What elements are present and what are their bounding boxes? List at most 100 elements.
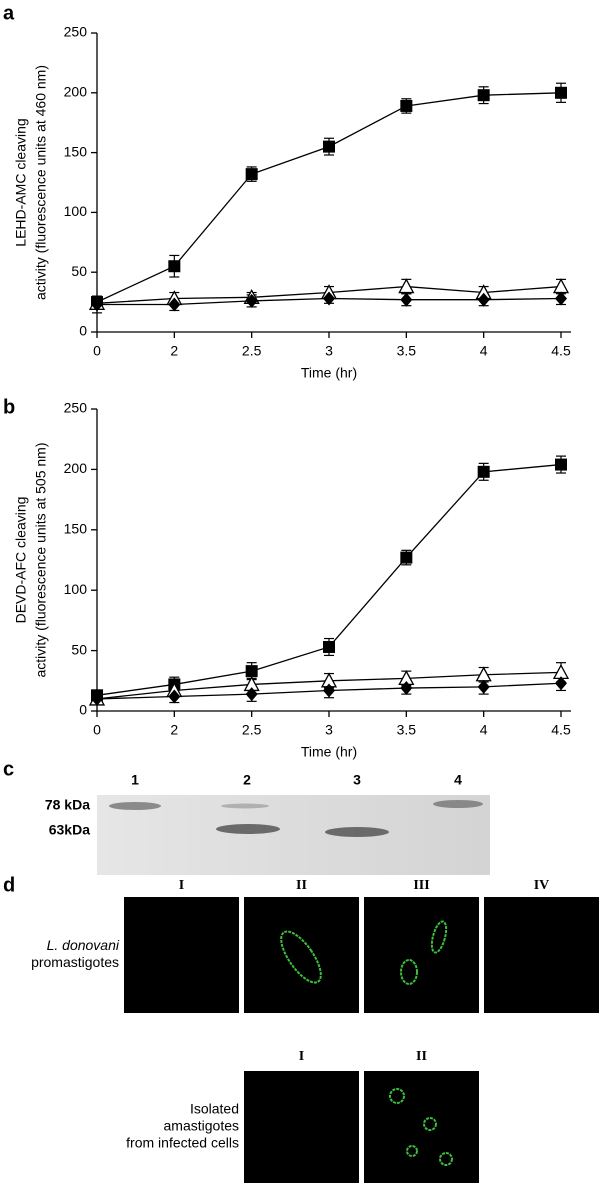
x-tick-label: 4.5 bbox=[551, 343, 571, 359]
y-tick-label: 100 bbox=[64, 203, 88, 219]
y-tick-label: 150 bbox=[64, 143, 88, 159]
x-tick-label: 3 bbox=[325, 722, 333, 738]
x-axis-label: Time (hr) bbox=[301, 365, 357, 381]
row-label: promastigotes bbox=[31, 954, 119, 970]
x-axis-label: Time (hr) bbox=[301, 744, 357, 760]
y-tick-label: 250 bbox=[64, 24, 88, 40]
y-tick-label: 200 bbox=[64, 84, 88, 100]
gel-band bbox=[221, 803, 269, 809]
y-tick-label: 100 bbox=[64, 581, 88, 597]
row-label: Isolated bbox=[190, 1101, 239, 1117]
row-label: amastigotes bbox=[164, 1118, 239, 1134]
size-marker: 63kDa bbox=[49, 822, 90, 838]
x-tick-label: 4.5 bbox=[551, 722, 571, 738]
panel-label: a bbox=[3, 2, 15, 24]
marker bbox=[477, 89, 490, 102]
marker bbox=[477, 292, 490, 307]
column-label: II bbox=[296, 878, 307, 893]
marker bbox=[555, 86, 567, 99]
column-label: I bbox=[179, 878, 184, 893]
marker bbox=[245, 168, 258, 181]
series-line bbox=[96, 92, 562, 303]
marker bbox=[400, 99, 413, 112]
marker bbox=[168, 260, 181, 273]
lane-label: 1 bbox=[131, 772, 139, 788]
x-tick-label: 0 bbox=[93, 722, 101, 738]
marker bbox=[323, 683, 335, 698]
marker bbox=[323, 140, 335, 153]
marker bbox=[91, 691, 103, 706]
panel-label: d bbox=[3, 874, 15, 896]
marker bbox=[555, 291, 567, 306]
gel-band bbox=[109, 802, 161, 810]
x-tick-label: 0 bbox=[93, 343, 101, 359]
x-tick-label: 4 bbox=[480, 343, 488, 359]
marker bbox=[323, 640, 335, 653]
column-label: I bbox=[299, 1049, 304, 1064]
y-tick-label: 250 bbox=[64, 400, 88, 416]
micrograph bbox=[244, 1071, 359, 1183]
cell-outline bbox=[406, 1145, 418, 1157]
series-line bbox=[96, 463, 562, 696]
lane-label: 3 bbox=[353, 772, 361, 788]
cell-outline bbox=[423, 1117, 437, 1131]
cell-outline bbox=[280, 930, 322, 984]
x-tick-label: 3.5 bbox=[397, 343, 417, 359]
marker bbox=[552, 278, 570, 294]
marker bbox=[477, 465, 490, 478]
y-axis-label: DEVD-AFC cleaving bbox=[13, 497, 29, 624]
cell-outline bbox=[439, 1152, 453, 1166]
gel-band bbox=[325, 827, 389, 837]
x-tick-label: 2 bbox=[170, 722, 178, 738]
micrograph bbox=[364, 1071, 479, 1183]
lane-label: 2 bbox=[243, 772, 251, 788]
row-label: L. donovani bbox=[47, 937, 120, 953]
panel-label: b bbox=[3, 396, 15, 418]
marker bbox=[245, 293, 258, 308]
column-label: III bbox=[413, 878, 429, 893]
marker bbox=[400, 681, 413, 696]
micrograph bbox=[124, 897, 239, 1013]
size-marker: 78 kDa bbox=[45, 797, 90, 813]
marker bbox=[245, 665, 258, 678]
y-tick-label: 150 bbox=[64, 521, 88, 537]
y-tick-label: 50 bbox=[71, 641, 87, 657]
x-tick-label: 3 bbox=[325, 343, 333, 359]
cell-outline bbox=[430, 920, 448, 954]
marker bbox=[400, 551, 413, 564]
marker bbox=[323, 291, 335, 306]
gel-image bbox=[97, 795, 490, 875]
lane-label: 4 bbox=[454, 772, 462, 788]
column-label: IV bbox=[534, 878, 550, 893]
marker bbox=[245, 687, 258, 702]
y-tick-label: 200 bbox=[64, 460, 88, 476]
micrograph bbox=[364, 897, 479, 1013]
cell-outline bbox=[389, 1088, 405, 1104]
x-tick-label: 4 bbox=[480, 722, 488, 738]
gel-band bbox=[433, 800, 483, 808]
marker bbox=[398, 278, 415, 294]
y-tick-label: 0 bbox=[79, 702, 87, 718]
marker bbox=[400, 292, 413, 307]
micrograph bbox=[244, 897, 359, 1013]
row-label: from infected cells bbox=[126, 1135, 239, 1151]
micrograph bbox=[484, 897, 599, 1013]
marker bbox=[168, 689, 181, 704]
x-tick-label: 3.5 bbox=[397, 722, 417, 738]
y-axis-label: activity (fluorescence units at 460 nm) bbox=[33, 65, 49, 300]
panel-label: c bbox=[3, 758, 14, 780]
marker bbox=[477, 679, 490, 694]
y-axis-label: LEHD-AMC cleaving bbox=[13, 118, 29, 246]
gel-band bbox=[216, 824, 280, 834]
marker bbox=[91, 297, 103, 312]
y-tick-label: 0 bbox=[79, 323, 87, 339]
x-tick-label: 2 bbox=[170, 343, 178, 359]
x-tick-label: 2.5 bbox=[242, 343, 262, 359]
marker bbox=[555, 676, 567, 691]
x-tick-label: 2.5 bbox=[242, 722, 262, 738]
column-label: II bbox=[416, 1049, 427, 1064]
cell-outline bbox=[400, 959, 418, 985]
y-tick-label: 50 bbox=[71, 263, 87, 279]
y-axis-label: activity (fluorescence units at 505 nm) bbox=[33, 443, 49, 678]
